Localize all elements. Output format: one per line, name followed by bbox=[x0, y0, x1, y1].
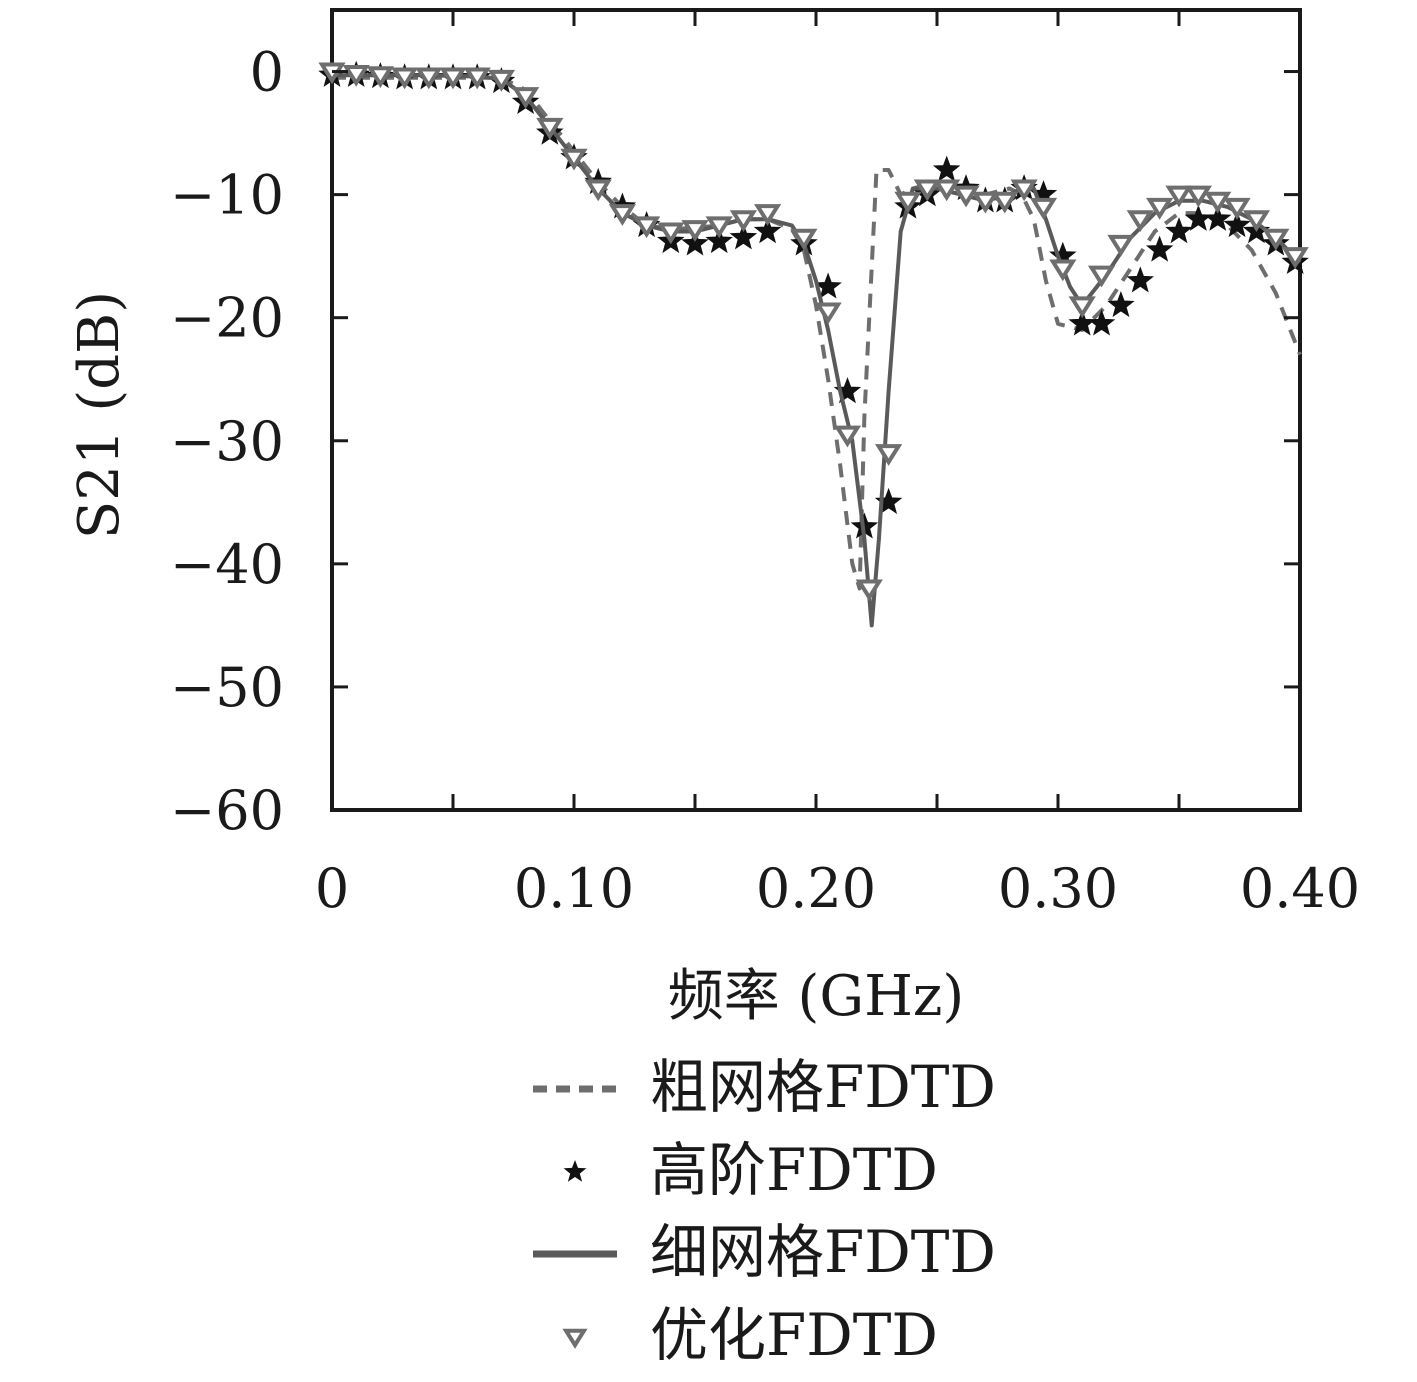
data-point-optimized bbox=[933, 179, 961, 202]
data-point-optimized bbox=[1126, 210, 1154, 233]
data-point-high-order bbox=[1165, 217, 1193, 244]
x-tick-label: 0 bbox=[315, 857, 349, 920]
plot-frame bbox=[330, 8, 1302, 812]
data-point-optimized bbox=[463, 67, 491, 90]
y-axis: 0 −10 −20 −30 −40 −50 −60 bbox=[170, 41, 1300, 842]
data-point-high-order bbox=[1145, 235, 1174, 262]
legend-label: 优化FDTD bbox=[650, 1301, 938, 1369]
legend-label: 粗网格FDTD bbox=[650, 1053, 996, 1121]
data-point-optimized bbox=[415, 67, 443, 90]
plot-area bbox=[318, 8, 1309, 812]
data-point-optimized bbox=[1281, 247, 1309, 269]
y-axis-title: S21 (dB) bbox=[67, 291, 132, 539]
data-point-optimized bbox=[991, 191, 1019, 214]
data-point-optimized bbox=[833, 425, 862, 448]
data-point-high-order bbox=[681, 229, 709, 256]
y-tick-label: −10 bbox=[170, 164, 284, 227]
data-point-optimized bbox=[1049, 259, 1077, 282]
data-point-optimized bbox=[584, 179, 612, 202]
data-point-optimized bbox=[855, 579, 883, 602]
y-tick-label: −40 bbox=[170, 533, 284, 596]
data-point-high-order bbox=[753, 217, 782, 244]
legend-label: 高阶FDTD bbox=[650, 1136, 938, 1204]
legend-swatch-triangle bbox=[562, 1328, 588, 1349]
y-tick-label: −20 bbox=[170, 287, 284, 350]
data-point-high-order bbox=[1107, 290, 1135, 318]
data-point-optimized bbox=[390, 67, 419, 90]
y-tick-label: −60 bbox=[170, 779, 284, 842]
data-point-optimized bbox=[729, 210, 758, 233]
data-point-optimized bbox=[913, 179, 941, 202]
data-point-optimized bbox=[1146, 197, 1174, 220]
x-tick-label: 0.40 bbox=[1240, 857, 1360, 920]
data-point-optimized bbox=[1068, 296, 1096, 319]
data-point-optimized bbox=[1010, 179, 1038, 202]
data-point-optimized bbox=[439, 67, 467, 90]
data-point-high-order bbox=[729, 223, 758, 250]
data-point-optimized bbox=[874, 444, 903, 466]
data-point-optimized bbox=[608, 204, 637, 226]
data-point-high-order bbox=[1223, 210, 1251, 238]
data-point-high-order bbox=[1184, 204, 1213, 231]
data-point-optimized bbox=[366, 66, 395, 89]
data-point-optimized bbox=[753, 204, 782, 226]
x-axis: 0 0.10 0.20 0.30 0.40 bbox=[315, 10, 1360, 920]
data-point-optimized bbox=[487, 69, 516, 92]
data-point-high-order bbox=[1126, 266, 1154, 293]
data-point-optimized bbox=[1165, 185, 1193, 208]
data-point-optimized bbox=[894, 191, 922, 214]
data-point-optimized bbox=[1204, 191, 1232, 214]
x-axis-title: 频率 (GHz) bbox=[668, 964, 965, 1029]
x-tick-label: 0.10 bbox=[514, 857, 634, 920]
data-point-optimized bbox=[681, 220, 709, 242]
legend-swatch-star bbox=[563, 1160, 587, 1182]
data-point-optimized bbox=[1262, 228, 1290, 251]
legend-label: 细网格FDTD bbox=[650, 1218, 996, 1286]
data-point-high-order bbox=[1087, 309, 1116, 336]
data-point-high-order bbox=[932, 155, 961, 182]
data-point-optimized bbox=[632, 216, 661, 239]
data-point-optimized bbox=[790, 228, 818, 251]
data-point-optimized bbox=[1029, 197, 1058, 220]
y-tick-label: −50 bbox=[170, 656, 284, 719]
data-point-optimized bbox=[814, 302, 842, 325]
data-point-optimized bbox=[1223, 197, 1251, 220]
data-point-optimized bbox=[1242, 210, 1271, 233]
series-line-coarse bbox=[332, 75, 1302, 591]
data-point-high-order bbox=[874, 487, 903, 514]
y-tick-label: 0 bbox=[250, 41, 284, 104]
data-point-optimized bbox=[1184, 185, 1212, 208]
y-tick-label: −30 bbox=[170, 410, 284, 473]
data-point-optimized bbox=[952, 185, 980, 208]
data-point-high-order bbox=[814, 272, 842, 299]
series-line-fine bbox=[332, 73, 1302, 628]
data-point-optimized bbox=[560, 148, 588, 171]
data-point-optimized bbox=[511, 87, 540, 109]
data-point-optimized bbox=[342, 65, 370, 87]
data-point-high-order bbox=[1204, 204, 1232, 231]
data-point-optimized bbox=[1087, 265, 1116, 288]
x-tick-label: 0.30 bbox=[998, 857, 1118, 920]
data-point-optimized bbox=[705, 216, 733, 239]
legend: 粗网格FDTD 高阶FDTD 细网格FDTD 优化FDTD bbox=[533, 1053, 996, 1369]
data-point-optimized bbox=[536, 117, 564, 140]
x-tick-label: 0.20 bbox=[756, 857, 876, 920]
data-point-optimized bbox=[971, 191, 1000, 214]
data-point-optimized bbox=[1107, 234, 1135, 257]
data-point-optimized bbox=[657, 222, 685, 245]
data-point-high-order bbox=[705, 226, 733, 254]
